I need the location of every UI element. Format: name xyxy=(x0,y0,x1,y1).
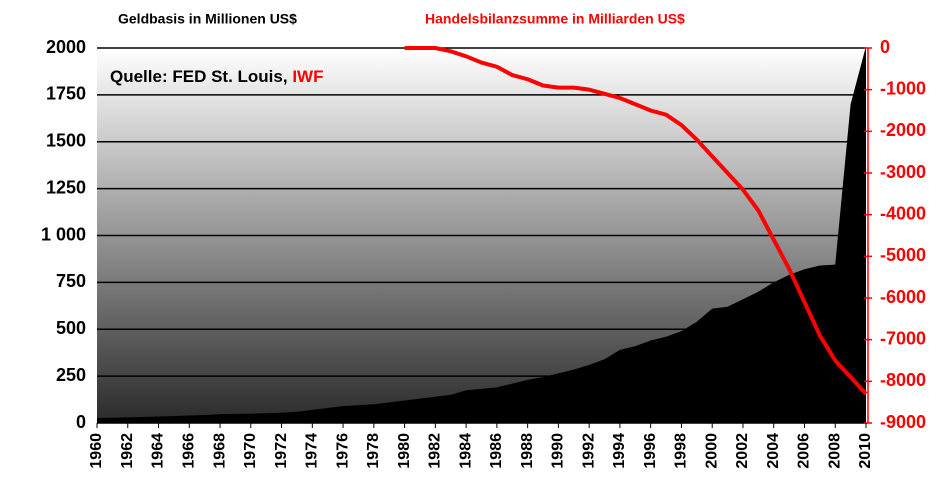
y-axis-title: Geldbasis in Millionen US$ xyxy=(118,11,297,27)
y2-tick-label: -2000 xyxy=(880,120,926,140)
x-tick-label: 1976 xyxy=(334,433,351,469)
x-tick-label: 1962 xyxy=(119,433,136,469)
y-tick-label: 2000 xyxy=(46,37,86,57)
chart: Geldbasis in Millionen US$ Handelsbilanz… xyxy=(0,0,948,499)
x-tick-label: 1996 xyxy=(642,433,659,469)
source: Quelle: FED St. Louis, xyxy=(110,67,288,86)
y2-tick-label: -9000 xyxy=(880,412,926,432)
y2-tick-label: -3000 xyxy=(880,162,926,182)
y-tick-label: 1750 xyxy=(46,84,86,104)
x-tick-label: 1984 xyxy=(457,433,474,469)
y-tick-label: 1500 xyxy=(46,131,86,151)
x-tick-label: 2002 xyxy=(734,433,751,469)
annotation: Quelle: FED St. Louis, IWF xyxy=(110,67,323,86)
y2-tick-label: -4000 xyxy=(880,203,926,223)
x-tick-label: 1986 xyxy=(488,433,505,469)
x-tick-label: 1968 xyxy=(211,433,228,469)
x-tick-label: 1974 xyxy=(304,433,321,469)
x-tick-label: 1990 xyxy=(550,433,567,469)
y-tick-label: 1250 xyxy=(46,177,86,197)
y-tick-label: 0 xyxy=(76,412,86,432)
y-tick-label: 500 xyxy=(56,318,86,338)
y2-tick-label: -6000 xyxy=(880,287,926,307)
y-tick-label: 1 000 xyxy=(41,224,86,244)
x-tick-label: 1978 xyxy=(365,433,382,469)
x-tick-label: 1980 xyxy=(396,433,413,469)
x-tick-label: 1970 xyxy=(242,433,259,469)
y2-tick-label: 0 xyxy=(880,37,890,57)
x-tick-label: 1966 xyxy=(180,433,197,469)
x-tick-label: 2004 xyxy=(765,433,782,469)
y-tick-label: 750 xyxy=(56,271,86,291)
x-tick-label: 2006 xyxy=(796,433,813,469)
x-tick-label: 1972 xyxy=(273,433,290,469)
x-tick-label: 1960 xyxy=(88,433,105,469)
y2-axis-title: Handelsbilanzsumme in Milliarden US$ xyxy=(425,11,685,27)
y-tick-label: 250 xyxy=(56,365,86,385)
x-tick-label: 1998 xyxy=(673,433,690,469)
y2-tick-label: -8000 xyxy=(880,370,926,390)
y2-tick-label: -5000 xyxy=(880,245,926,265)
x-tick-label: 1964 xyxy=(150,433,167,469)
x-tick-label: 1994 xyxy=(611,433,628,469)
x-tick-label: 1992 xyxy=(580,433,597,469)
x-tick-label: 1982 xyxy=(427,433,444,469)
x-tick-label: 1988 xyxy=(519,433,536,469)
source-highlight: IWF xyxy=(292,67,323,86)
y2-tick-label: -7000 xyxy=(880,328,926,348)
x-tick-label: 2010 xyxy=(857,433,874,469)
x-tick-label: 2000 xyxy=(703,433,720,469)
x-tick-label: 2008 xyxy=(826,433,843,469)
y2-tick-label: -1000 xyxy=(880,78,926,98)
